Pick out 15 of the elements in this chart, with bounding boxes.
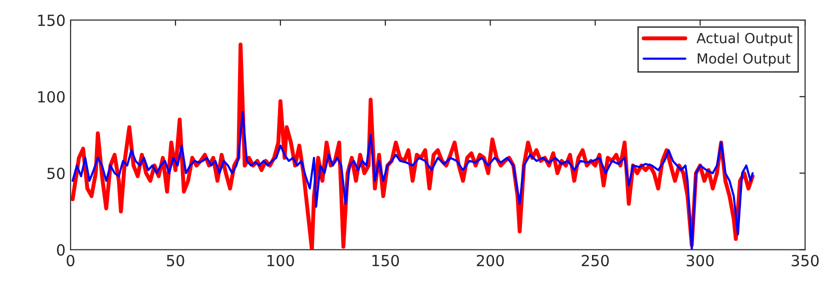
x-tick-label: 0 <box>66 254 74 266</box>
x-tick-label: 250 <box>582 254 609 266</box>
x-tick-label: 150 <box>372 254 399 266</box>
line-series <box>72 110 754 250</box>
x-tick-label: 300 <box>686 254 714 266</box>
x-tick-label: 350 <box>792 254 819 266</box>
legend-label: Model Output <box>698 52 790 66</box>
legend-label: Actual Output <box>696 32 792 46</box>
x-tick-label: 100 <box>268 254 294 266</box>
x-tick-label: 200 <box>476 254 504 266</box>
x-tick-label: 50 <box>166 254 184 266</box>
y-tick-label: 100 <box>38 91 65 103</box>
y-tick-label: 50 <box>47 168 65 180</box>
y-tick-label: 0 <box>56 244 65 256</box>
y-tick-label: 150 <box>38 14 65 26</box>
